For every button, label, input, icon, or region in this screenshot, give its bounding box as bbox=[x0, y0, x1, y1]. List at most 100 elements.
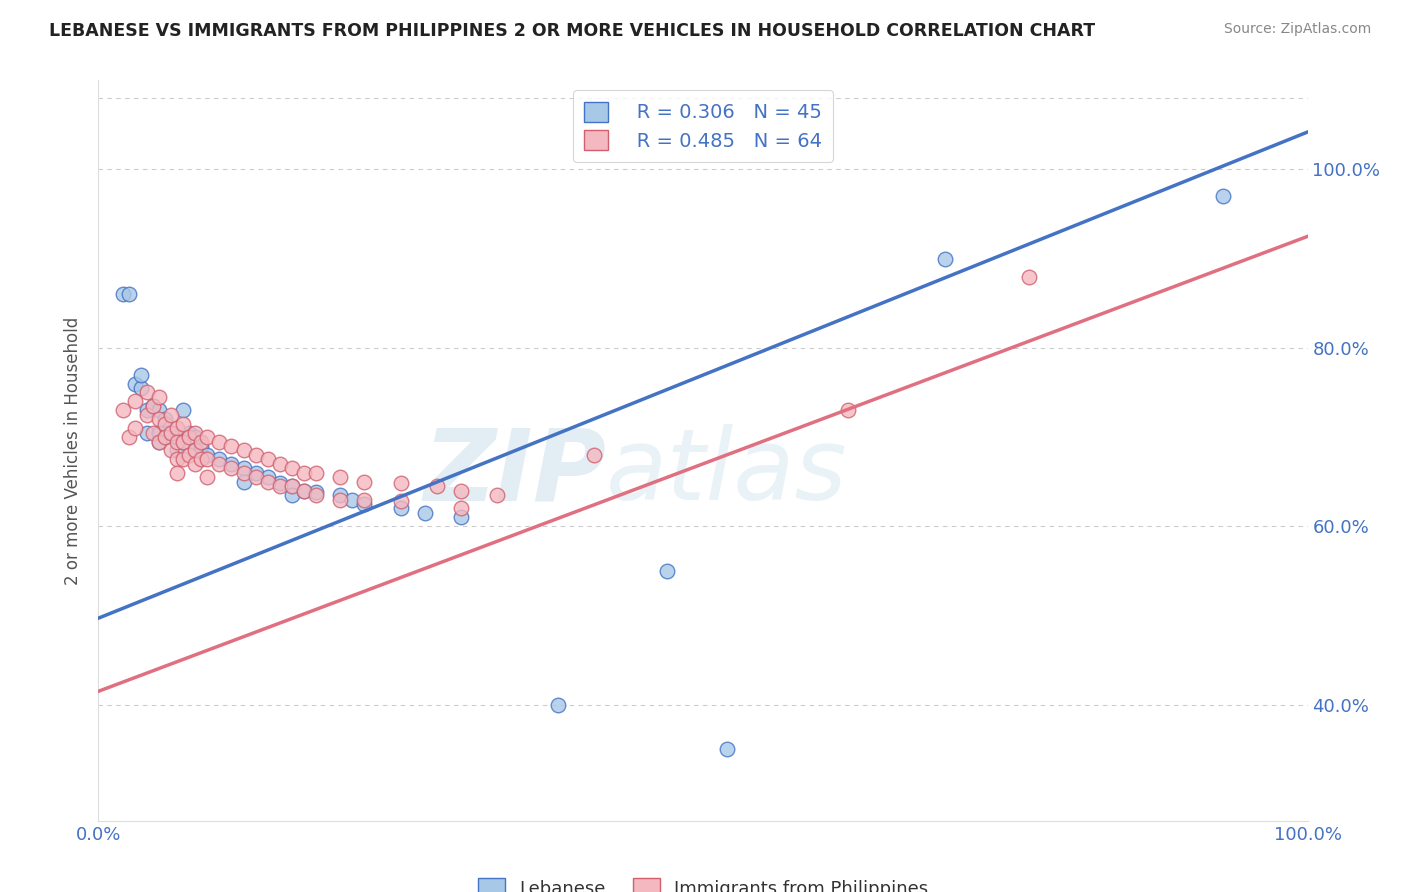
Point bbox=[118, 287, 141, 301]
Point bbox=[153, 430, 176, 444]
Point bbox=[208, 434, 231, 449]
Point bbox=[353, 475, 375, 489]
Legend: Lebanese, Immigrants from Philippines: Lebanese, Immigrants from Philippines bbox=[471, 871, 935, 892]
Point bbox=[292, 483, 315, 498]
Point bbox=[129, 368, 152, 382]
Point bbox=[450, 510, 472, 524]
Point bbox=[148, 425, 170, 440]
Point bbox=[184, 430, 207, 444]
Point bbox=[148, 412, 170, 426]
Point bbox=[353, 497, 375, 511]
Point bbox=[160, 425, 183, 440]
Point bbox=[281, 479, 304, 493]
Point bbox=[142, 399, 165, 413]
Point bbox=[142, 399, 165, 413]
Text: LEBANESE VS IMMIGRANTS FROM PHILIPPINES 2 OR MORE VEHICLES IN HOUSEHOLD CORRELAT: LEBANESE VS IMMIGRANTS FROM PHILIPPINES … bbox=[49, 22, 1095, 40]
Point bbox=[166, 421, 188, 435]
Point bbox=[184, 425, 207, 440]
Point bbox=[837, 403, 859, 417]
Point bbox=[329, 488, 352, 502]
Point bbox=[166, 452, 188, 467]
Point bbox=[232, 466, 254, 480]
Point bbox=[232, 461, 254, 475]
Point bbox=[269, 457, 291, 471]
Point bbox=[166, 430, 188, 444]
Point bbox=[305, 466, 328, 480]
Point bbox=[208, 457, 231, 471]
Point bbox=[172, 434, 194, 449]
Point bbox=[450, 483, 472, 498]
Point bbox=[190, 434, 212, 449]
Point bbox=[118, 430, 141, 444]
Point bbox=[142, 425, 165, 440]
Point bbox=[245, 448, 267, 462]
Text: ZIP: ZIP bbox=[423, 425, 606, 521]
Text: atlas: atlas bbox=[606, 425, 848, 521]
Point bbox=[179, 425, 201, 440]
Point bbox=[256, 452, 278, 467]
Point bbox=[256, 475, 278, 489]
Point bbox=[179, 430, 201, 444]
Y-axis label: 2 or more Vehicles in Household: 2 or more Vehicles in Household bbox=[65, 317, 83, 584]
Point bbox=[148, 390, 170, 404]
Point bbox=[413, 506, 436, 520]
Point bbox=[389, 494, 412, 508]
Point bbox=[353, 492, 375, 507]
Point bbox=[232, 475, 254, 489]
Point bbox=[195, 452, 218, 467]
Point bbox=[148, 403, 170, 417]
Point bbox=[269, 479, 291, 493]
Point bbox=[135, 403, 157, 417]
Point bbox=[179, 448, 201, 462]
Point bbox=[1212, 189, 1234, 203]
Point bbox=[172, 403, 194, 417]
Point bbox=[184, 457, 207, 471]
Point bbox=[195, 448, 218, 462]
Point bbox=[389, 501, 412, 516]
Point bbox=[153, 417, 176, 431]
Point bbox=[195, 430, 218, 444]
Point bbox=[655, 564, 678, 578]
Point bbox=[281, 488, 304, 502]
Point bbox=[389, 476, 412, 491]
Point bbox=[221, 461, 243, 475]
Point bbox=[256, 470, 278, 484]
Point bbox=[166, 466, 188, 480]
Point bbox=[208, 452, 231, 467]
Point bbox=[153, 430, 176, 444]
Point bbox=[583, 448, 606, 462]
Point bbox=[172, 434, 194, 449]
Point bbox=[124, 394, 146, 409]
Point bbox=[329, 470, 352, 484]
Point bbox=[342, 492, 364, 507]
Point bbox=[190, 439, 212, 453]
Point bbox=[148, 434, 170, 449]
Point bbox=[166, 443, 188, 458]
Point bbox=[129, 381, 152, 395]
Point bbox=[486, 488, 509, 502]
Point bbox=[716, 742, 738, 756]
Point bbox=[184, 443, 207, 458]
Point bbox=[160, 443, 183, 458]
Point bbox=[221, 457, 243, 471]
Point bbox=[305, 488, 328, 502]
Point bbox=[292, 483, 315, 498]
Point bbox=[184, 443, 207, 458]
Point bbox=[124, 376, 146, 391]
Point bbox=[281, 479, 304, 493]
Point bbox=[135, 408, 157, 422]
Point bbox=[135, 425, 157, 440]
Point bbox=[245, 470, 267, 484]
Point bbox=[232, 443, 254, 458]
Point bbox=[190, 452, 212, 467]
Point bbox=[172, 452, 194, 467]
Point bbox=[450, 501, 472, 516]
Point bbox=[172, 417, 194, 431]
Point bbox=[1018, 269, 1040, 284]
Point bbox=[160, 425, 183, 440]
Point bbox=[195, 470, 218, 484]
Point bbox=[124, 421, 146, 435]
Point bbox=[426, 479, 449, 493]
Point bbox=[292, 466, 315, 480]
Point bbox=[281, 461, 304, 475]
